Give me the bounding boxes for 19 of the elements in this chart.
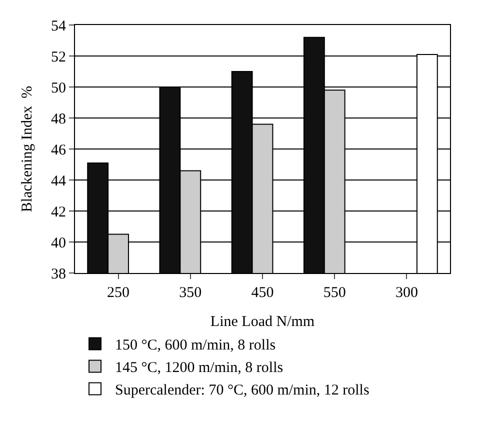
x-axis-title: Line Load N/mm — [210, 314, 315, 330]
legend-label: 145 °C, 1200 m/min, 8 rolls — [115, 360, 284, 376]
legend-label: 150 °C, 600 m/min, 8 rolls — [115, 338, 276, 354]
y-tick-label: 44 — [51, 173, 66, 190]
y-tick-label: 40 — [51, 235, 66, 252]
y-tick-label: 50 — [51, 80, 66, 96]
y-tick-label: 42 — [51, 204, 66, 220]
x-tick-label: 300 — [395, 285, 418, 301]
y-tick-label: 48 — [51, 111, 66, 128]
x-tick-label: 550 — [323, 285, 346, 301]
legend-label: Supercalender: 70 °C, 600 m/min, 12 rolls — [115, 382, 370, 399]
y-axis-title: Blackening Index % — [19, 86, 36, 212]
x-tick-label: 450 — [251, 285, 274, 301]
y-tick-label: 46 — [51, 142, 66, 158]
x-tick-label: 350 — [179, 285, 202, 301]
y-tick-label: 52 — [51, 49, 66, 66]
x-tick-label: 250 — [107, 285, 130, 301]
y-tick-label: 54 — [51, 18, 66, 34]
y-tick-label: 38 — [51, 266, 66, 282]
